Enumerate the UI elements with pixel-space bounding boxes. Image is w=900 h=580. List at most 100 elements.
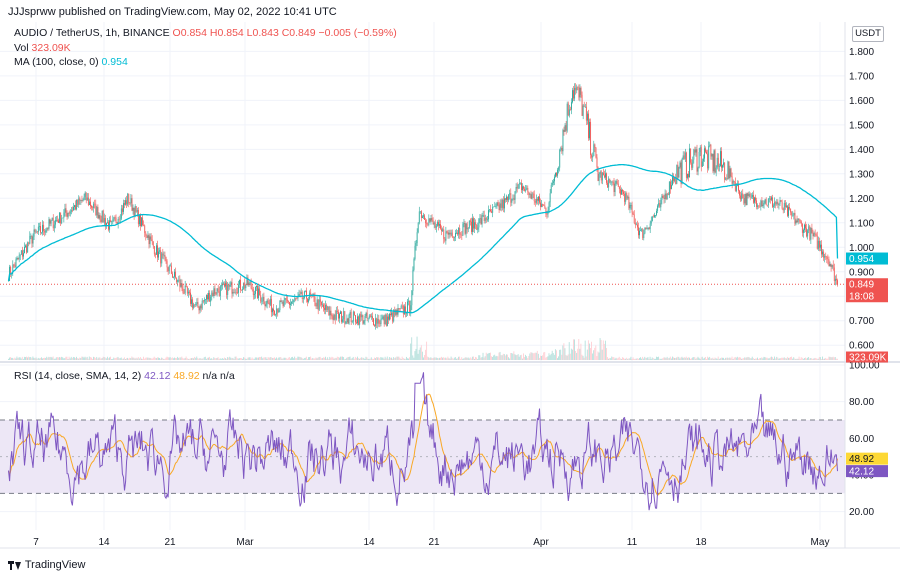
candle-body: [690, 148, 692, 163]
ma-legend[interactable]: MA (100, close, 0) 0.954: [14, 56, 128, 68]
candle-body: [137, 210, 139, 225]
candle-body: [366, 312, 368, 319]
candle-body: [827, 258, 829, 260]
volume-legend[interactable]: Vol 323.09K: [14, 42, 71, 54]
candle-body: [659, 203, 661, 208]
candle-body: [702, 158, 704, 162]
candle-body: [784, 202, 786, 208]
candle-body: [344, 311, 346, 324]
candle-body: [60, 212, 62, 224]
candle-body: [134, 206, 136, 217]
volume-bar: [552, 353, 554, 360]
volume-bar: [459, 356, 461, 360]
symbol-legend[interactable]: AUDIO / TetherUS, 1h, BINANCE O0.854 H0.…: [14, 27, 397, 39]
candle-body: [694, 149, 696, 153]
candle-body: [180, 283, 182, 287]
volume-bar: [693, 357, 695, 360]
published-header: JJJsprww published on TradingView.com, M…: [8, 6, 337, 18]
candle-body: [223, 283, 224, 285]
volume-bar: [817, 358, 819, 360]
volume-bar: [189, 358, 191, 360]
candle-body: [822, 251, 823, 255]
candle-body: [661, 195, 663, 201]
candle-body: [772, 197, 773, 207]
volume-bar: [398, 356, 400, 360]
candle-body: [732, 180, 734, 184]
volume-bar: [259, 356, 260, 360]
volume-bar: [158, 357, 159, 360]
volume-bar: [782, 358, 784, 360]
volume-bar: [76, 356, 77, 360]
volume-bar: [184, 357, 186, 360]
candle-body: [823, 251, 825, 258]
volume-bar: [492, 356, 494, 360]
tradingview-footer[interactable]: TradingView: [8, 559, 85, 571]
candle-body: [424, 215, 426, 220]
candle-body: [718, 165, 720, 167]
candle-body: [795, 220, 797, 224]
candle-body: [608, 178, 610, 188]
volume-bar: [430, 357, 432, 360]
candle-body: [385, 314, 387, 326]
volume-bar: [355, 357, 357, 360]
candle-body: [75, 205, 76, 210]
candle-body: [249, 282, 251, 283]
volume-bar: [766, 357, 768, 360]
candle-body: [174, 271, 175, 277]
volume-bar: [513, 351, 515, 360]
candle-body: [374, 325, 376, 326]
price-tick-label: 0.700: [849, 316, 874, 327]
candle-body: [314, 297, 316, 306]
candle-body: [817, 240, 819, 249]
volume-bar: [378, 357, 380, 360]
volume-bar: [73, 357, 75, 360]
volume-bar: [691, 358, 693, 360]
candle-body: [582, 105, 584, 116]
candle-body: [259, 288, 261, 296]
candle-body: [810, 228, 812, 240]
candle-body: [355, 315, 356, 323]
candle-body: [579, 87, 581, 98]
volume-bar: [568, 342, 570, 360]
currency-button[interactable]: USDT: [852, 26, 884, 42]
price-tick-label: 1.100: [849, 218, 874, 229]
volume-bar: [152, 357, 154, 360]
volume-bar: [772, 357, 773, 360]
volume-bar: [262, 358, 264, 360]
volume-bar: [510, 352, 512, 360]
volume-bar: [109, 357, 110, 360]
candle-body: [61, 218, 63, 224]
volume-bar: [567, 354, 569, 360]
candle-body: [617, 183, 619, 187]
volume-bar: [495, 356, 497, 360]
volume-bar: [643, 358, 645, 360]
candle-body: [300, 291, 302, 295]
volume-bar: [624, 358, 625, 360]
candle-body: [559, 150, 561, 168]
volume-bar: [241, 358, 242, 360]
volume-bar: [454, 357, 456, 360]
candle-body: [526, 187, 528, 190]
volume-bar: [665, 358, 667, 360]
volume-bar: [428, 357, 430, 360]
candle-body: [552, 181, 554, 183]
candle-body: [551, 182, 553, 185]
candlesticks: [8, 83, 838, 330]
volume-bar: [208, 357, 209, 360]
candle-body: [756, 200, 758, 207]
volume-bar: [498, 352, 500, 360]
candle-body: [24, 247, 25, 254]
candle-body: [323, 304, 324, 308]
volume-bar: [708, 357, 710, 360]
candle-body: [462, 223, 464, 236]
candle-body: [170, 265, 172, 274]
rsi-legend[interactable]: RSI (14, close, SMA, 14, 2) 42.12 48.92 …: [14, 370, 235, 382]
candle-body: [581, 94, 583, 116]
candle-body: [23, 253, 24, 257]
volume-bar: [68, 356, 70, 360]
volume-bar: [542, 355, 544, 360]
volume-bar: [835, 358, 837, 360]
volume-bar: [91, 357, 92, 360]
candle-body: [757, 205, 759, 207]
